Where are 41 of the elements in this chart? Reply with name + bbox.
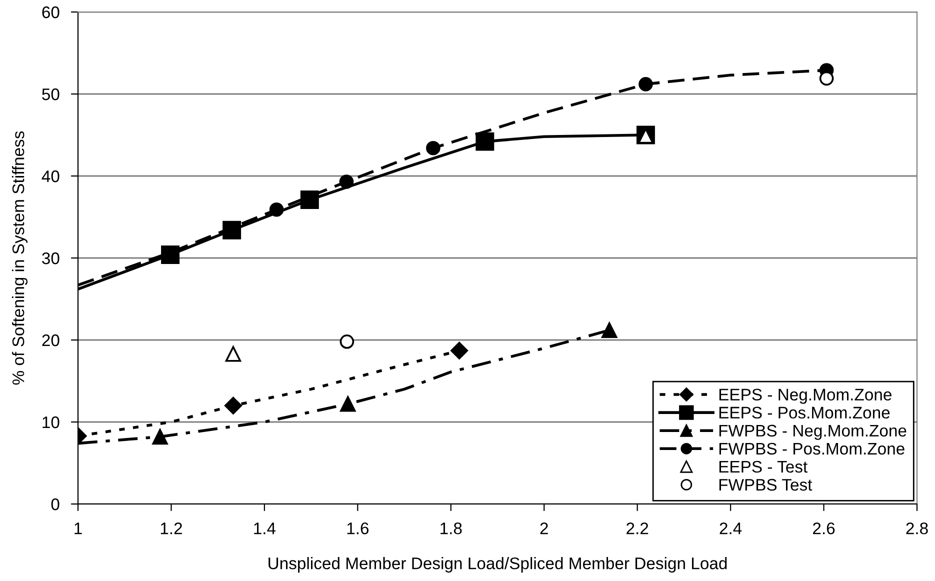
point	[339, 174, 354, 189]
x-tick-label: 1.4	[254, 522, 276, 534]
x-tick-label: 2.2	[626, 522, 648, 534]
y-tick-label: 60	[42, 6, 60, 18]
point	[602, 322, 618, 338]
legend-label: EEPS - Neg.Mom.Zone	[719, 388, 892, 404]
y-tick-label: 10	[42, 416, 60, 428]
point	[152, 428, 168, 445]
x-tick-label: 2.8	[906, 522, 928, 534]
x-tick-label: 2.6	[813, 522, 835, 534]
x-tick-label: 2	[540, 522, 548, 534]
x-tick-label: 1.6	[347, 522, 369, 534]
point	[340, 334, 354, 349]
x-tick-label: 1.2	[160, 522, 182, 534]
point	[450, 342, 468, 360]
legend-label: FWPBS - Neg.Mom.Zone	[719, 424, 906, 440]
y-tick-label: 40	[42, 170, 60, 182]
legend-label: EEPS - Pos.Mom.Zone	[719, 406, 890, 419]
legend-label: FWPBS - Pos.Mom.Zone	[719, 442, 904, 455]
x-axis-title: Unspliced Member Design Load/Spliced Member Design Load	[268, 557, 727, 573]
point	[638, 77, 653, 92]
y-tick-label: 0	[51, 498, 60, 510]
point	[225, 346, 242, 362]
y-tick-label: 50	[42, 88, 60, 100]
y-axis-title: % of Softening in System Stiffness	[12, 131, 28, 385]
y-tick-label: 30	[42, 252, 60, 264]
point	[819, 71, 834, 86]
y-tick-label: 20	[42, 334, 60, 346]
point	[426, 140, 440, 156]
point	[340, 396, 356, 412]
point	[224, 396, 242, 414]
point	[476, 132, 494, 151]
point	[269, 202, 284, 217]
point	[161, 245, 180, 264]
point	[222, 220, 242, 240]
x-tick-label: 1.8	[440, 522, 462, 534]
legend-label: FWPBS Test	[719, 478, 812, 491]
legend-label: EEPS - Test	[719, 460, 808, 473]
point	[300, 190, 319, 210]
x-tick-label: 2.4	[720, 522, 742, 534]
x-tick-label: 1	[74, 522, 82, 534]
